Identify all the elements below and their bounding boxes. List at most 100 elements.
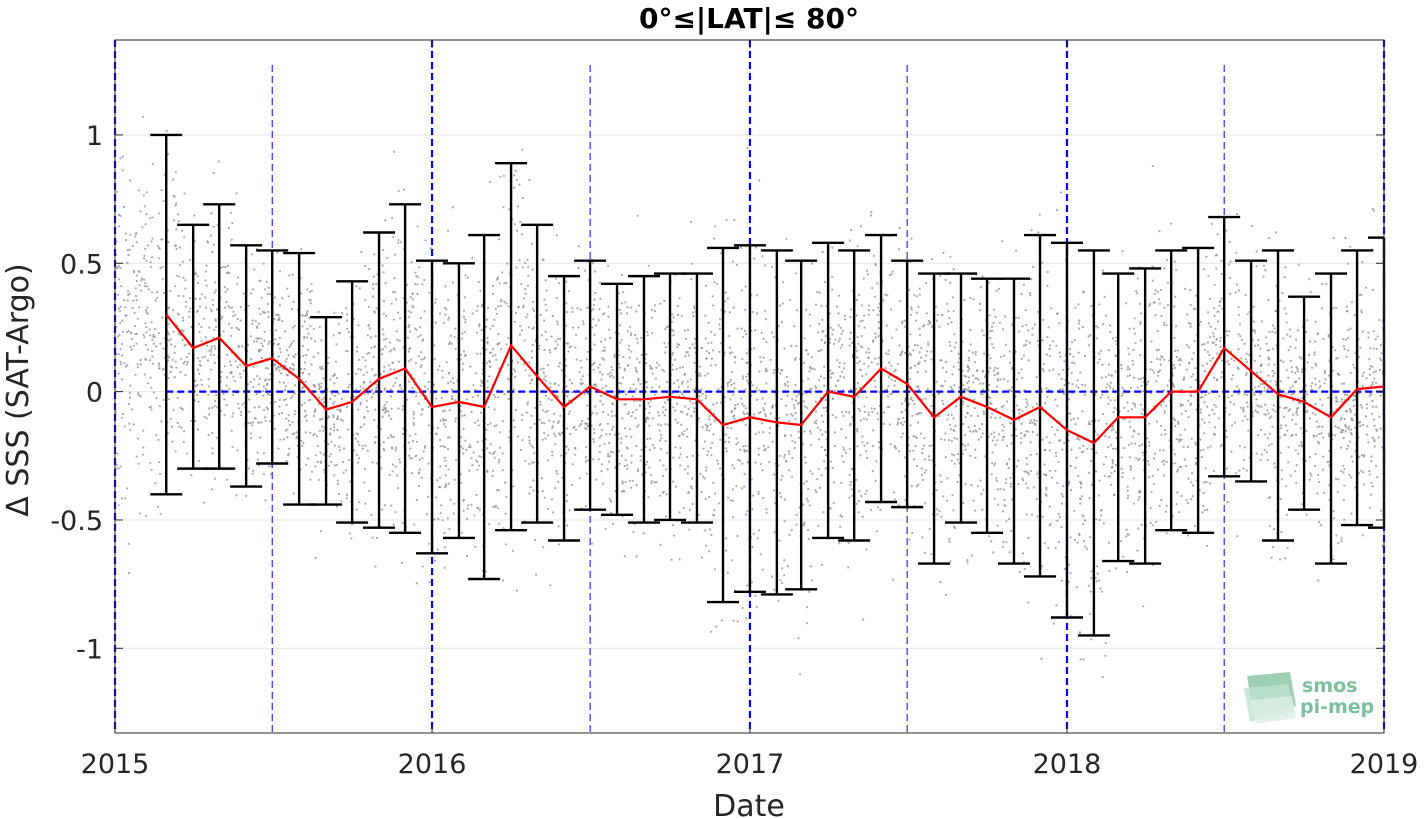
scatter-point (550, 398, 553, 402)
scatter-point (1279, 359, 1282, 362)
scatter-point (628, 325, 632, 328)
scatter-point (607, 315, 610, 318)
scatter-point (162, 200, 165, 203)
scatter-point (1378, 357, 1382, 360)
scatter-point (180, 329, 183, 332)
scatter-point (1086, 447, 1089, 450)
scatter-point (204, 336, 207, 339)
scatter-point (822, 420, 825, 423)
scatter-point (762, 337, 765, 340)
scatter-point (389, 341, 392, 344)
scatter-point (1350, 433, 1353, 436)
scatter-point (318, 478, 321, 481)
scatter-point (1348, 473, 1351, 477)
scatter-point (966, 365, 970, 368)
scatter-point (647, 496, 650, 499)
scatter-point (126, 364, 129, 367)
scatter-point (167, 322, 170, 325)
scatter-point (494, 307, 497, 310)
scatter-point (1321, 468, 1325, 471)
scatter-point (1002, 540, 1005, 543)
scatter-point (389, 395, 392, 398)
scatter-point (1059, 191, 1062, 194)
scatter-point (1112, 494, 1116, 497)
scatter-point (1219, 340, 1222, 343)
scatter-point (1237, 333, 1240, 336)
scatter-point (393, 368, 396, 371)
scatter-point (1069, 353, 1072, 356)
scatter-point (910, 308, 913, 311)
scatter-point (856, 382, 860, 385)
scatter-point (682, 506, 685, 510)
scatter-point (1009, 482, 1012, 486)
scatter-point (516, 361, 520, 364)
scatter-point (306, 348, 309, 351)
scatter-point (598, 371, 602, 374)
scatter-point (1353, 413, 1357, 416)
scatter-point (213, 328, 216, 331)
scatter-point (1308, 417, 1311, 420)
scatter-point (1163, 306, 1166, 309)
scatter-point (1327, 396, 1330, 399)
scatter-point (1133, 332, 1136, 335)
scatter-point (857, 342, 860, 345)
scatter-point (158, 212, 161, 215)
scatter-point (740, 487, 743, 490)
scatter-point (911, 399, 915, 402)
scatter-point (934, 305, 938, 308)
scatter-point (994, 315, 997, 318)
scatter-point (1274, 466, 1277, 469)
scatter-point (568, 346, 571, 349)
scatter-point (241, 345, 244, 348)
scatter-point (703, 529, 706, 532)
scatter-point (409, 296, 412, 299)
scatter-point (1266, 437, 1269, 440)
scatter-point (1254, 331, 1257, 334)
scatter-point (609, 336, 612, 339)
scatter-point (1327, 460, 1330, 463)
scatter-point (1162, 389, 1165, 392)
scatter-point (1098, 358, 1101, 361)
scatter-point (1285, 406, 1288, 409)
scatter-point (1353, 366, 1356, 369)
scatter-point (794, 399, 798, 402)
scatter-point (1042, 369, 1045, 372)
scatter-point (967, 386, 971, 389)
scatter-point (165, 129, 168, 132)
scatter-point (382, 441, 385, 444)
scatter-point (339, 410, 342, 413)
scatter-point (333, 382, 336, 385)
scatter-point (1347, 444, 1350, 447)
scatter-point (952, 365, 956, 368)
scatter-point (1337, 478, 1340, 481)
scatter-point (781, 369, 784, 372)
scatter-point (1191, 495, 1194, 498)
scatter-point (580, 420, 584, 423)
scatter-point (584, 427, 587, 430)
scatter-point (1372, 330, 1375, 333)
scatter-point (1203, 432, 1206, 435)
scatter-point (363, 468, 367, 471)
scatter-point (399, 317, 402, 320)
scatter-point (493, 456, 496, 459)
scatter-point (402, 188, 405, 191)
scatter-point (608, 375, 612, 378)
scatter-point (650, 316, 653, 319)
scatter-point (294, 409, 297, 413)
scatter-point (1194, 441, 1197, 444)
scatter-point (1285, 369, 1288, 372)
scatter-point (310, 337, 313, 340)
scatter-point (131, 244, 134, 248)
scatter-point (1103, 474, 1107, 477)
scatter-point (347, 373, 350, 376)
scatter-point (158, 405, 161, 408)
scatter-point (673, 534, 676, 537)
scatter-point (303, 367, 306, 371)
scatter-point (454, 417, 457, 420)
scatter-point (572, 426, 575, 429)
scatter-point (630, 486, 633, 489)
scatter-point (514, 370, 517, 373)
scatter-point (1266, 388, 1270, 391)
scatter-point (585, 472, 589, 475)
scatter-point (832, 502, 835, 505)
